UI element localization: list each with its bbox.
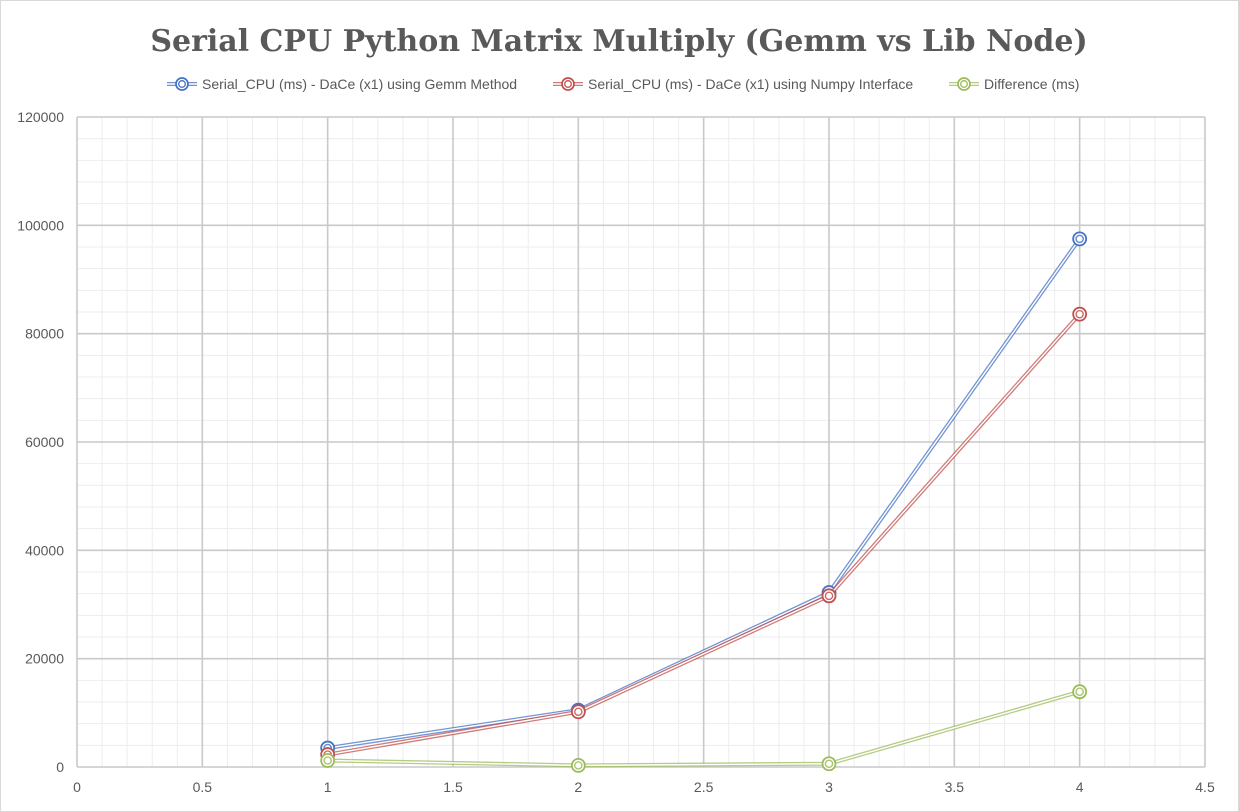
- legend-item-2: Serial_CPU (ms) - DaCe (x1) using Numpy …: [553, 76, 913, 92]
- series-3: [320, 684, 1088, 773]
- legend: Serial_CPU (ms) - DaCe (x1) using Gemm M…: [167, 76, 1079, 92]
- series-line-inner: [327, 691, 1080, 767]
- data-point: [570, 704, 586, 720]
- legend-item-1: Serial_CPU (ms) - DaCe (x1) using Gemm M…: [167, 76, 517, 92]
- series-line-inner: [327, 313, 1081, 756]
- legend-label: Difference (ms): [984, 76, 1079, 92]
- data-point: [570, 757, 586, 773]
- chart-title: Serial CPU Python Matrix Multiply (Gemm …: [150, 24, 1087, 59]
- y-tick-label: 20000: [25, 651, 64, 667]
- x-tick-label: 3.5: [945, 779, 965, 795]
- x-tick-label: 4.5: [1195, 779, 1215, 795]
- y-tick-label: 80000: [25, 326, 64, 342]
- y-tick-label: 100000: [17, 217, 64, 233]
- x-tick-label: 4: [1076, 779, 1084, 795]
- series-2: [320, 306, 1088, 762]
- x-tick-label: 0.5: [193, 779, 213, 795]
- data-point: [821, 588, 837, 604]
- major-gridlines: [76, 116, 1206, 768]
- data-point: [1072, 684, 1088, 700]
- x-tick-label: 1: [324, 779, 332, 795]
- series-line-inner: [327, 238, 1081, 749]
- legend-item-3: Difference (ms): [949, 76, 1079, 92]
- x-tick-label: 2: [574, 779, 582, 795]
- y-tick-label: 40000: [25, 542, 64, 558]
- data-point: [320, 753, 336, 768]
- y-axis-ticks: 0 20000 40000 60000 80000 100000 120000: [17, 109, 64, 775]
- y-tick-label: 120000: [17, 109, 64, 125]
- x-tick-label: 0: [73, 779, 81, 795]
- series-layer: [320, 231, 1088, 773]
- legend-marker: [561, 77, 575, 91]
- data-point: [1072, 306, 1088, 322]
- data-point: [1072, 231, 1088, 247]
- x-tick-label: 1.5: [443, 779, 463, 795]
- legend-label: Serial_CPU (ms) - DaCe (x1) using Numpy …: [588, 76, 913, 92]
- legend-marker: [957, 77, 971, 91]
- data-point: [821, 756, 837, 772]
- series-1: [320, 231, 1088, 756]
- legend-marker: [175, 77, 189, 91]
- y-tick-label: 60000: [25, 434, 64, 450]
- x-axis-ticks: 0 0.5 1 1.5 2 2.5 3 3.5 4 4.5: [73, 779, 1215, 795]
- x-tick-label: 3: [825, 779, 833, 795]
- legend-label: Serial_CPU (ms) - DaCe (x1) using Gemm M…: [202, 76, 517, 92]
- x-tick-label: 2.5: [694, 779, 714, 795]
- y-tick-label: 0: [56, 759, 64, 775]
